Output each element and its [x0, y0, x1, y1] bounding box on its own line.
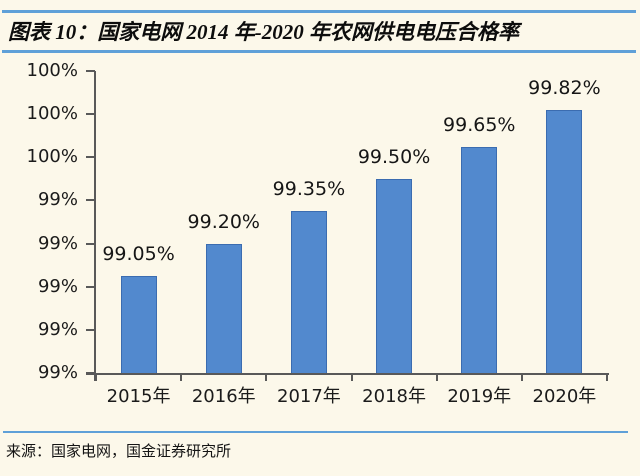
x-tick-mark [520, 373, 523, 381]
figure-title: 图表 10：国家电网 2014 年-2020 年农网供电电压合格率 [8, 20, 519, 44]
x-category-label: 2018年 [362, 386, 426, 407]
x-tick-mark [180, 373, 183, 381]
footer-rule [3, 431, 628, 433]
x-category-label: 2019年 [447, 386, 512, 407]
y-tick-label: 99% [37, 275, 78, 297]
y-tick-mark [86, 113, 95, 116]
y-tick-label: 100% [26, 60, 78, 81]
source-note: 来源：国家电网，国金证券研究所 [6, 442, 232, 460]
bar-value-label: 99.20% [187, 210, 260, 233]
title-bottom-rule [2, 50, 636, 53]
x-category-label: 2016年 [191, 386, 256, 407]
y-tick-mark [86, 199, 95, 202]
bar-value-label: 99.82% [528, 76, 601, 99]
y-tick-mark [86, 328, 95, 331]
title-top-rule [2, 10, 636, 13]
y-tick-label: 99% [37, 362, 78, 383]
bar [376, 178, 413, 373]
bar-value-label: 99.50% [357, 145, 431, 168]
y-tick-mark [86, 285, 95, 288]
bar-value-label: 99.35% [272, 178, 346, 201]
bar-value-label: 99.65% [443, 113, 516, 136]
x-category-label: 2020年 [532, 386, 597, 407]
x-axis-line [86, 373, 609, 375]
x-tick-mark [435, 373, 438, 381]
x-tick-mark [350, 373, 353, 381]
x-tick-mark [265, 373, 268, 381]
y-axis-line [94, 71, 96, 381]
x-tick-mark [95, 373, 97, 381]
y-tick-mark [86, 372, 95, 374]
y-tick-label: 99% [37, 189, 78, 211]
y-tick-label: 99% [37, 318, 78, 340]
bar [546, 109, 583, 373]
bar [461, 146, 498, 373]
x-category-label: 2017年 [277, 386, 341, 407]
bar-value-label: 99.05% [102, 242, 175, 265]
y-tick-label: 100% [26, 146, 78, 168]
y-tick-label: 100% [26, 103, 78, 125]
bar [205, 243, 242, 373]
x-tick-mark [606, 373, 608, 381]
y-tick-mark [86, 70, 95, 72]
y-tick-mark [86, 242, 95, 245]
y-tick-mark [86, 156, 95, 159]
x-category-label: 2015年 [106, 386, 171, 407]
bar [290, 211, 327, 373]
bar [120, 275, 157, 373]
y-tick-label: 99% [37, 232, 78, 254]
